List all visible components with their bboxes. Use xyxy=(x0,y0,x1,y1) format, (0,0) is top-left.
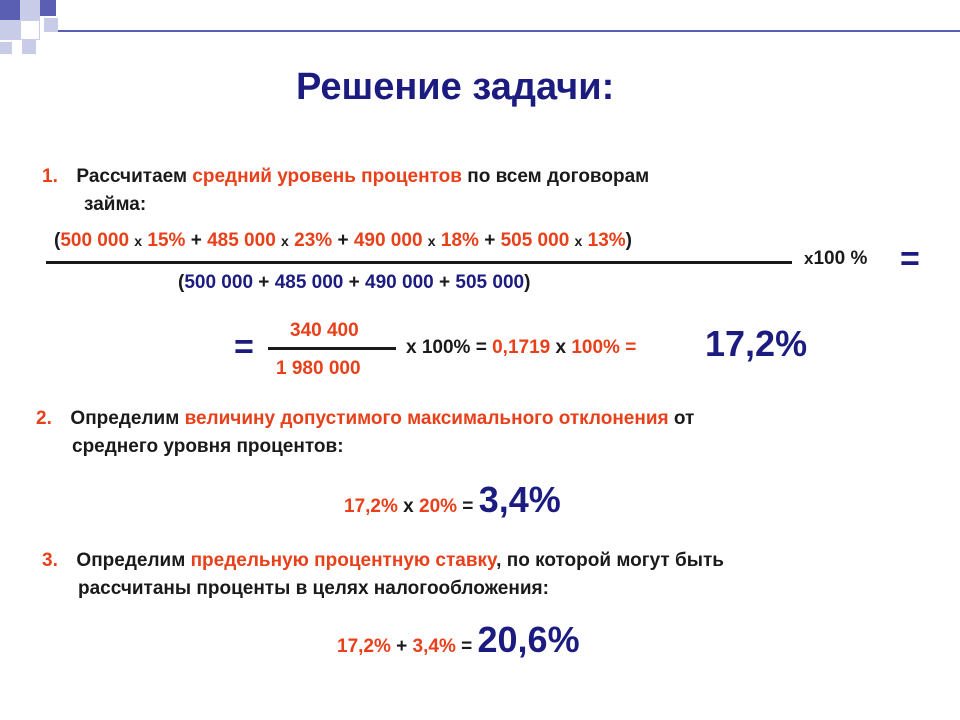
deco-square xyxy=(0,20,20,40)
rate: 13% xyxy=(587,230,626,251)
rate: 18% xyxy=(440,230,479,251)
formula1-numerator: (500 000 x 15% + 485 000 x 23% + 490 000… xyxy=(54,230,632,252)
formula2-numerator: 340 400 xyxy=(290,320,359,341)
amount: 505 000 xyxy=(455,272,525,293)
deviation-value: 3,4% xyxy=(412,636,456,657)
step3-text: 3. Определим предельную процентную ставк… xyxy=(42,547,724,603)
mult-sign: x xyxy=(804,249,814,268)
plus-sign: + xyxy=(484,230,496,251)
average-rate: 17,2% xyxy=(337,636,391,657)
average-rate: 17,2% xyxy=(344,496,398,517)
mult-sign: x xyxy=(397,496,419,517)
amount: 505 000 xyxy=(500,230,570,251)
amount: 500 000 xyxy=(60,230,130,251)
formula2-result: 17,2% xyxy=(705,323,808,364)
deco-square xyxy=(0,0,20,20)
step1-highlight: средний уровень процентов xyxy=(192,166,462,187)
step3-line2: рассчитаны проценты в целях налогообложе… xyxy=(78,578,549,599)
step2-line1-a: Определим xyxy=(70,408,185,429)
plus-sign: + xyxy=(258,272,270,293)
step1-line2: займа: xyxy=(84,194,147,215)
paren-close: ) xyxy=(625,230,632,251)
step3-line1-c: , по которой могут быть xyxy=(496,550,724,571)
deco-square xyxy=(44,18,58,32)
formula4-result: 20,6% xyxy=(477,619,580,660)
mult-sign: x xyxy=(427,233,436,249)
equals-sign: = xyxy=(457,496,479,517)
hundred-percent: 100% = xyxy=(571,337,637,358)
formula2-denominator: 1 980 000 xyxy=(276,358,361,379)
formula2-equals: = xyxy=(234,328,254,366)
step2-number: 2. xyxy=(36,408,52,429)
fraction-bar xyxy=(268,347,396,350)
mult-sign: x xyxy=(134,233,143,249)
formula3-result: 3,4% xyxy=(478,479,561,520)
formula2-calculation: x 100% = 0,1719 x 100% = xyxy=(406,337,636,359)
amount: 485 000 xyxy=(274,272,344,293)
rate: 23% xyxy=(294,230,333,251)
step2-highlight: величину допустимого максимального откло… xyxy=(184,408,669,429)
mult-sign: x xyxy=(550,337,572,358)
plus-sign: + xyxy=(337,230,349,251)
header-rule xyxy=(58,30,960,32)
hundred-percent: 100 % xyxy=(813,248,868,269)
plus-sign: + xyxy=(348,272,360,293)
step1-text: 1. Рассчитаем средний уровень процентов … xyxy=(42,163,649,219)
mult-sign: x xyxy=(406,337,422,358)
step3-number: 3. xyxy=(42,550,58,571)
amount: 485 000 xyxy=(207,230,276,251)
step2-line2: среднего уровня процентов: xyxy=(72,436,344,457)
step2-line1-c: от xyxy=(668,408,695,429)
decimal-value: 0,1719 xyxy=(492,337,551,358)
rate: 15% xyxy=(147,230,186,251)
step3-line1-a: Определим xyxy=(76,550,191,571)
paren-close: ) xyxy=(524,272,531,293)
paren-open: ( xyxy=(54,230,61,251)
amount: 490 000 xyxy=(353,230,423,251)
paren-open: ( xyxy=(178,272,185,293)
page-title: Решение задачи: xyxy=(296,66,615,108)
fraction-bar xyxy=(46,261,792,264)
equals-sign: = xyxy=(455,636,478,657)
plus-sign: + xyxy=(390,636,413,657)
formula1-multiplier: x100 % xyxy=(804,248,867,270)
deco-square xyxy=(40,0,56,16)
deco-square xyxy=(20,20,40,40)
amount: 490 000 xyxy=(365,272,434,293)
hundred-percent: 100% = xyxy=(421,337,493,358)
formula3: 17,2% x 20% = 3,4% xyxy=(344,479,561,521)
step3-highlight: предельную процентную ставку xyxy=(190,550,497,571)
mult-sign: x xyxy=(574,233,583,249)
plus-sign: + xyxy=(439,272,451,293)
formula4: 17,2% + 3,4% = 20,6% xyxy=(337,619,580,661)
step2-text: 2. Определим величину допустимого максим… xyxy=(36,405,694,461)
mult-sign: x xyxy=(281,233,289,249)
deco-square xyxy=(20,0,40,20)
formula1-equals: = xyxy=(900,240,920,278)
step1-number: 1. xyxy=(42,166,58,187)
formula1-denominator: (500 000 + 485 000 + 490 000 + 505 000) xyxy=(178,272,530,294)
deviation-percent: 20% xyxy=(419,496,458,517)
deco-square xyxy=(0,42,12,54)
step1-line1-a: Рассчитаем xyxy=(76,166,193,187)
plus-sign: + xyxy=(190,230,202,251)
deco-square xyxy=(22,40,36,54)
step1-line1-c: по всем договорам xyxy=(461,166,650,187)
amount: 500 000 xyxy=(184,272,254,293)
